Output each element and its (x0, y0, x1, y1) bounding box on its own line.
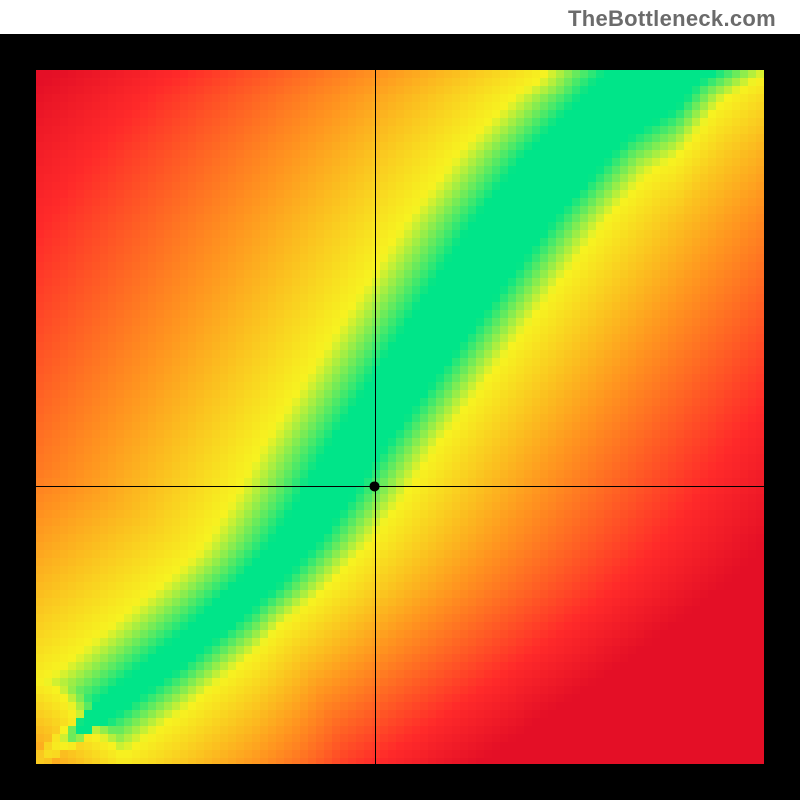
crosshair-canvas (0, 34, 800, 800)
watermark-text: TheBottleneck.com (568, 6, 776, 32)
chart-frame (0, 34, 800, 800)
chart-container: { "watermark": { "text": "TheBottleneck.… (0, 0, 800, 800)
